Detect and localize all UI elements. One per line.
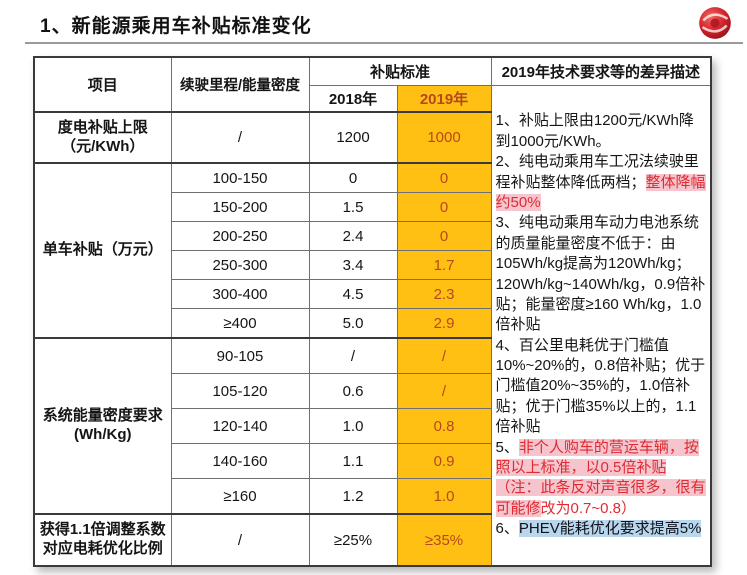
- table-row: ≥160 1.2 1.0: [34, 478, 711, 515]
- table-row: 120-140 1.0 0.8: [34, 408, 711, 444]
- notes-cell: 1、补贴上限由1200元/KWh降到1000元/KWh。 2、纯电动乘用车工况法续…: [490, 85, 712, 567]
- value-2018-cell: 3.4: [308, 250, 398, 280]
- col-item-header: 项目: [33, 56, 172, 113]
- value-2018-cell: /: [308, 337, 398, 374]
- note-item: 4、百公里电耗优于门槛值10%~20%的，0.8倍补贴；优于门槛值20%~35%…: [496, 336, 707, 438]
- range-cell: /: [170, 513, 310, 567]
- item-group-label: 获得1.1倍调整系数对应电耗优化比例: [33, 513, 172, 567]
- value-2019-cell: /: [396, 373, 492, 409]
- note-segment: 2、纯电动乘用车工况法续驶里程补贴整体降低两档；: [495, 153, 699, 191]
- table-header-row-1: 项目 续驶里程/能量密度 补贴标准 2019年技术要求等的差异描述: [33, 56, 712, 113]
- table-row: 系统能量密度要求(Wh/Kg) 90-105//: [33, 337, 711, 515]
- value-2019-cell: 0: [396, 221, 492, 251]
- value-2018-cell: 1.1: [308, 443, 398, 479]
- range-cell: 140-160: [170, 443, 310, 479]
- value-2019-cell: 0.9: [396, 443, 492, 479]
- value-2018-cell: 5.0: [308, 308, 398, 339]
- table-row: 250-300 3.4 1.7: [34, 250, 711, 280]
- year-2018-header: 2018年: [308, 85, 398, 113]
- year-2019-header: 2019年: [396, 85, 492, 113]
- value-2019-cell: 0: [396, 192, 492, 222]
- value-2018-cell: 1200: [308, 111, 398, 164]
- table-row: ≥400 5.0 2.9: [34, 308, 711, 339]
- value-2019-cell: 0.8: [396, 408, 492, 444]
- value-2019-cell: 1000: [396, 111, 492, 164]
- value-2019-cell: 1.7: [396, 250, 492, 280]
- notes-list: 1、补贴上限由1200元/KWh降到1000元/KWh。 2、纯电动乘用车工况法续…: [495, 111, 707, 539]
- note-item: 2、纯电动乘用车工况法续驶里程补贴整体降低两档；整体降幅约50%: [495, 152, 707, 213]
- value-2019-cell: 2.3: [396, 279, 492, 309]
- note-item: 1、补贴上限由1200元/KWh降到1000元/KWh。: [496, 111, 707, 152]
- value-2018-cell: 4.5: [308, 279, 398, 309]
- dongfeng-logo-icon: [699, 7, 731, 39]
- subsidy-table-container: 项目 续驶里程/能量密度 补贴标准 2019年技术要求等的差异描述 2018年 …: [33, 56, 713, 567]
- value-2018-cell: 1.0: [308, 408, 398, 444]
- value-2018-cell: ≥25%: [308, 513, 398, 567]
- table-row: 140-160 1.1 0.9: [34, 443, 711, 479]
- range-cell: ≥160: [170, 478, 310, 515]
- note-item: 6、PHEV能耗优化要求提高5%: [496, 519, 707, 539]
- table-header-row-2: 2018年 2019年 1、补贴上限由1200元/KWh降到1000元/KWh。…: [34, 85, 712, 567]
- value-2019-cell: 2.9: [396, 308, 492, 339]
- page-title: 1、新能源乘用车补贴标准变化: [40, 16, 312, 37]
- subsidy-table: 项目 续驶里程/能量密度 补贴标准 2019年技术要求等的差异描述 2018年 …: [33, 56, 713, 567]
- table-row: 300-400 4.5 2.3: [34, 279, 711, 309]
- value-2018-cell: 0: [308, 162, 398, 193]
- note-segment: 6、: [495, 520, 519, 538]
- range-cell: 120-140: [170, 408, 310, 444]
- note-item: 5、非个人购车的营运车辆，按照以上标准，以0.5倍补贴（注：此条反对声音很多，很…: [495, 438, 707, 520]
- range-cell: 100-150: [170, 162, 310, 193]
- note-item: 3、纯电动乘用车动力电池系统的质量能量密度不低于：由105Wh/kg提高为120…: [496, 213, 707, 335]
- value-2019-cell: /: [396, 337, 492, 374]
- range-cell: 105-120: [170, 373, 310, 409]
- table-row: 单车补贴（万元） 100-150 0 0: [33, 162, 711, 339]
- note-segment: 4、百公里电耗优于门槛值10%~20%的，0.8倍补贴；优于门槛值20%~35%…: [495, 336, 706, 436]
- title-rule: [25, 42, 743, 44]
- value-2018-cell: 1.5: [308, 192, 398, 222]
- item-group-label: 单车补贴（万元）: [33, 162, 172, 339]
- note-segment: 1、补贴上限由1200元/KWh降到1000元/KWh。: [495, 112, 694, 150]
- note-segment: 3、纯电动乘用车动力电池系统的质量能量密度不低于：由105Wh/kg提高为120…: [495, 214, 706, 334]
- table-row: 获得1.1倍调整系数对应电耗优化比例 / ≥25% ≥35%: [33, 513, 711, 567]
- range-cell: 300-400: [170, 279, 310, 309]
- note-segment: PHEV能耗优化要求提高5%: [518, 520, 702, 538]
- value-2019-cell: 0: [396, 162, 492, 193]
- value-2019-cell: 1.0: [396, 478, 492, 515]
- note-segment: 5、: [495, 438, 519, 456]
- value-2018-cell: 1.2: [308, 478, 398, 515]
- range-cell: 250-300: [170, 250, 310, 280]
- range-cell: 200-250: [170, 221, 310, 251]
- value-2018-cell: 0.6: [308, 373, 398, 409]
- range-cell: 150-200: [170, 192, 310, 222]
- diff-description-header: 2019年技术要求等的差异描述: [490, 56, 712, 86]
- range-cell: ≥400: [170, 308, 310, 339]
- range-cell: /: [170, 111, 310, 164]
- subsidy-standard-header: 补贴标准: [308, 56, 492, 86]
- range-cell: 90-105: [170, 337, 310, 374]
- value-2018-cell: 2.4: [308, 221, 398, 251]
- col-range-header: 续驶里程/能量密度: [170, 56, 310, 113]
- note-segment: 改为0.7~0.8）: [540, 499, 636, 517]
- value-2019-cell: ≥35%: [396, 513, 492, 567]
- item-group-label: 度电补贴上限（元/KWh）: [33, 111, 172, 164]
- subsidy-table-body: 项目 续驶里程/能量密度 补贴标准 2019年技术要求等的差异描述 2018年 …: [33, 56, 712, 567]
- item-group-label: 系统能量密度要求(Wh/Kg): [33, 337, 172, 515]
